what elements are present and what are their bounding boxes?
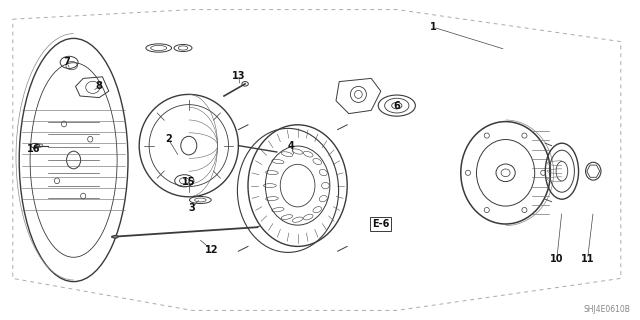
Text: 6: 6: [394, 100, 400, 111]
Text: 8: 8: [96, 81, 102, 92]
Text: 2: 2: [165, 134, 172, 144]
Text: 13: 13: [232, 71, 246, 81]
Text: 12: 12: [204, 244, 218, 255]
Text: 11: 11: [580, 254, 595, 264]
Text: 7: 7: [64, 57, 70, 68]
Text: 15: 15: [182, 177, 196, 187]
Text: 10: 10: [550, 254, 564, 264]
Ellipse shape: [113, 236, 118, 238]
Text: E-6: E-6: [372, 219, 390, 229]
Text: SHJ4E0610B: SHJ4E0610B: [584, 305, 630, 314]
Text: 3: 3: [189, 203, 195, 213]
Text: 1: 1: [430, 22, 436, 32]
Text: 16: 16: [26, 144, 40, 154]
Text: 4: 4: [288, 140, 294, 151]
